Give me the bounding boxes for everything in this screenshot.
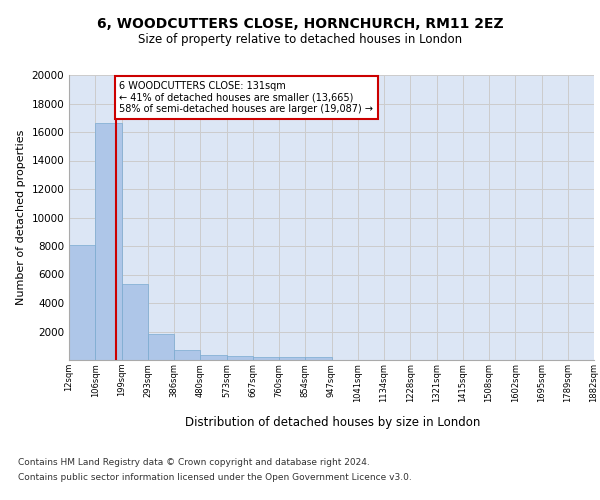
Text: 6 WOODCUTTERS CLOSE: 131sqm
← 41% of detached houses are smaller (13,665)
58% of: 6 WOODCUTTERS CLOSE: 131sqm ← 41% of det…: [119, 80, 373, 114]
Bar: [227, 356, 253, 360]
Bar: [69, 244, 95, 360]
Text: Distribution of detached houses by size in London: Distribution of detached houses by size …: [185, 416, 481, 429]
Y-axis label: Number of detached properties: Number of detached properties: [16, 130, 26, 305]
Bar: [148, 334, 174, 360]
Bar: [305, 358, 331, 360]
Text: Contains public sector information licensed under the Open Government Licence v3: Contains public sector information licen…: [18, 473, 412, 482]
Bar: [95, 124, 121, 360]
Bar: [121, 284, 148, 360]
Bar: [253, 357, 279, 360]
Text: Contains HM Land Registry data © Crown copyright and database right 2024.: Contains HM Land Registry data © Crown c…: [18, 458, 370, 467]
Text: 6, WOODCUTTERS CLOSE, HORNCHURCH, RM11 2EZ: 6, WOODCUTTERS CLOSE, HORNCHURCH, RM11 2…: [97, 18, 503, 32]
Bar: [279, 357, 305, 360]
Bar: [174, 350, 200, 360]
Bar: [200, 354, 227, 360]
Text: Size of property relative to detached houses in London: Size of property relative to detached ho…: [138, 32, 462, 46]
